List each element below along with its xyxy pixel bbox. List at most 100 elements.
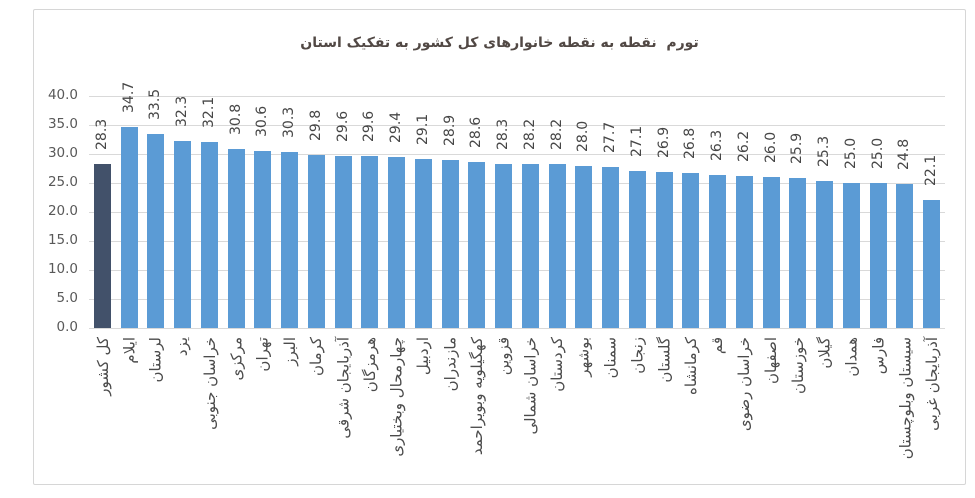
gridline [89, 125, 945, 126]
bar-value-label: 30.6 [254, 105, 271, 137]
x-axis-category-label: کل کشور [93, 337, 112, 396]
x-axis-category-label: خراسان جنوبی [200, 337, 219, 430]
y-axis-tick-label: 10.0 [47, 261, 78, 277]
bar-value-label: 30.3 [281, 107, 298, 139]
bar-value-label: 28.2 [521, 119, 538, 151]
y-axis-tick-label: 25.0 [47, 174, 78, 190]
gridline [89, 212, 945, 213]
x-axis-category-label: قم [708, 337, 727, 355]
bar-3 [174, 140, 192, 328]
bar-18 [575, 165, 593, 328]
bar-29 [869, 183, 887, 328]
bar-value-label: 32.3 [174, 95, 191, 127]
bar-value-label: 28.0 [575, 120, 592, 152]
bar-value-label: 27.1 [628, 125, 645, 157]
bar-14 [468, 162, 486, 328]
bar-value-label: 28.2 [548, 119, 565, 151]
x-axis-category-label: لرستان [146, 337, 165, 383]
bar-value-label: 28.3 [495, 118, 512, 150]
bar-8 [307, 155, 325, 328]
bar-value-label: 25.0 [869, 137, 886, 169]
gridline [89, 96, 945, 97]
bar-value-label: 29.1 [414, 114, 431, 146]
x-axis-category-label: قزوین [494, 337, 513, 376]
bar-23 [709, 175, 727, 328]
bar-value-label: 30.8 [227, 104, 244, 136]
y-axis-tick-label: 35.0 [47, 116, 78, 132]
bar-7 [281, 152, 299, 328]
y-axis-tick-label: 0.0 [56, 319, 78, 335]
y-axis-tick-label: 30.0 [47, 145, 78, 161]
bar-31 [923, 199, 941, 328]
bar-value-label: 33.5 [147, 88, 164, 120]
bar-0 [93, 163, 111, 328]
x-axis-category-label: خراسان رضوی [735, 337, 754, 432]
bar-value-label: 27.7 [602, 122, 619, 154]
gridline [89, 299, 945, 300]
bar-value-label: 32.1 [200, 96, 217, 128]
bar-17 [548, 164, 566, 328]
bar-30 [896, 184, 914, 328]
chart-container: تورم نقطه به نقطه خانوارهای کل کشور به ت… [33, 9, 966, 485]
bar-19 [602, 167, 620, 328]
bar-6 [254, 150, 272, 328]
bar-value-label: 29.6 [361, 111, 378, 143]
bar-value-label: 26.3 [709, 130, 726, 162]
bar-5 [227, 149, 245, 328]
x-axis-category-label: گیلان [815, 337, 834, 369]
x-axis-category-label: خراسان شمالی [521, 337, 540, 435]
bar-10 [361, 156, 379, 328]
bar-value-label: 28.3 [93, 118, 110, 150]
y-axis-tick-label: 5.0 [56, 290, 78, 306]
bar-28 [842, 183, 860, 328]
x-axis-category-label: البرز [280, 337, 299, 366]
bar-value-label: 22.1 [923, 154, 940, 186]
bar-value-label: 29.8 [307, 109, 324, 142]
x-axis-category-label: سمنان [601, 337, 620, 379]
y-axis-tick-label: 20.0 [47, 203, 78, 219]
gridline [89, 270, 945, 271]
x-axis-category-label: تهران [253, 337, 272, 372]
bar-value-label: 28.9 [441, 115, 458, 147]
bar-value-label: 24.8 [896, 138, 913, 171]
plot-area: 28.3 کل کشور 34.7 ایلام 33.5 لرستان 32.3 یزد 32.… [89, 82, 945, 459]
bar-9 [334, 156, 352, 328]
x-axis-category-label: ایلام [120, 337, 139, 364]
x-axis-category-label: آذربایجان شرقی [334, 337, 353, 439]
bar-value-label: 28.6 [468, 116, 485, 149]
x-axis-category-label: مرکزی [227, 337, 246, 381]
bar-4 [200, 141, 218, 328]
y-axis-tick-label: 15.0 [47, 232, 78, 248]
x-axis-category-label: سیستان وبلوچستان [895, 337, 914, 460]
x-axis-category-label: خوزستان [788, 337, 807, 394]
x-axis-category-label: هرمزگان [360, 337, 379, 393]
bar-2 [147, 133, 165, 328]
bar-15 [495, 163, 513, 328]
bar-20 [628, 170, 646, 328]
x-axis-category-label: یزد [173, 337, 192, 357]
bar-value-label: 26.2 [735, 130, 752, 163]
bar-value-label: 25.0 [842, 137, 859, 169]
bar-13 [441, 160, 459, 328]
bar-11 [388, 157, 406, 328]
x-axis-category-label: چهارمحال وبختیاری [387, 337, 406, 457]
x-axis-category-label: کرمان [307, 337, 326, 377]
bar-1 [120, 126, 138, 328]
x-axis-category-label: اردبیل [414, 337, 433, 376]
gridline [89, 154, 945, 155]
bar-16 [521, 164, 539, 328]
gridline [89, 241, 945, 242]
bar-26 [789, 177, 807, 328]
bar-25 [762, 177, 780, 328]
gridline [89, 183, 945, 184]
x-axis-category-label: همدان [842, 337, 861, 377]
bar-value-label: 26.8 [682, 127, 699, 159]
bar-12 [414, 159, 432, 328]
x-axis-category-label: فارس [869, 337, 888, 375]
x-axis-category-label: مازندران [441, 337, 460, 392]
bar-value-label: 29.6 [334, 111, 351, 143]
bar-value-label: 26.0 [762, 132, 779, 164]
bar-value-label: 26.9 [655, 126, 672, 158]
bar-value-label: 34.7 [120, 81, 137, 113]
